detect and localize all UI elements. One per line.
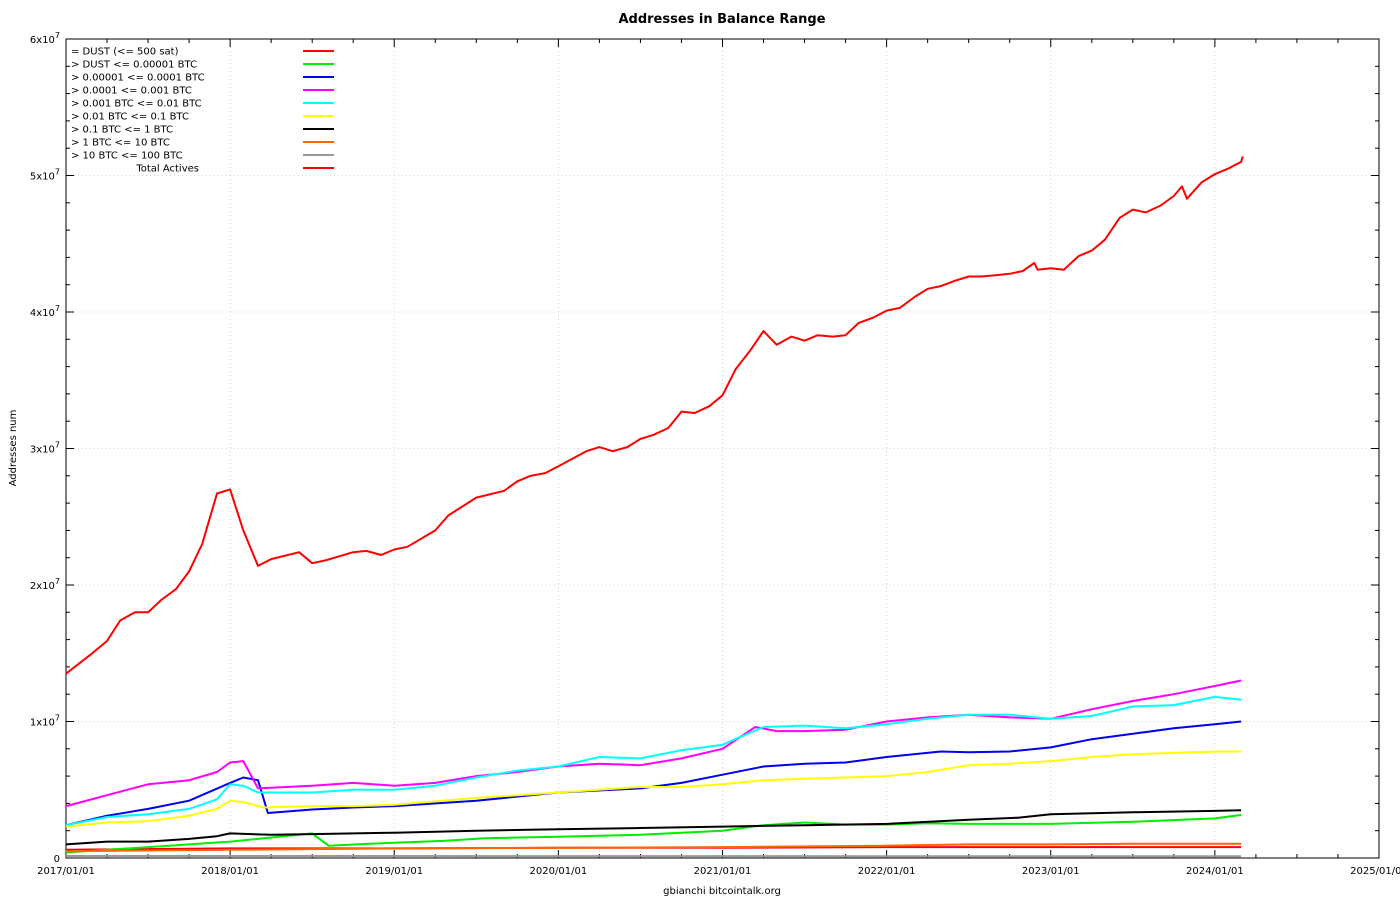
grid-lines: [66, 39, 1379, 858]
series-line-total-actives: [65, 156, 1244, 675]
x-axis-label: gbianchi bitcointalk.org: [663, 886, 781, 897]
chart-title: Addresses in Balance Range: [618, 12, 825, 27]
x-tick-label: 2021/01/01: [694, 866, 752, 877]
y-tick-label: 0: [54, 854, 60, 865]
y-tick-label: 5x107: [30, 168, 60, 183]
axis-ticks: 2017/01/01 2018/01/01 2019/01/01 2020/01/01…: [30, 31, 1400, 877]
series-line-0-00001-0-0001-btc: [65, 720, 1242, 827]
legend-entry-label: > 0.001 BTC <= 0.01 BTC: [71, 99, 202, 110]
x-tick-label: 2022/01/01: [858, 866, 916, 877]
series-line-0-1-btc-1-btc: [65, 809, 1242, 846]
x-tick-label: 2023/01/01: [1022, 866, 1080, 877]
x-tick-label: 2024/01/01: [1186, 866, 1244, 877]
x-tick-label: 2019/01/01: [365, 866, 423, 877]
legend-entry-label: Total Actives: [135, 164, 199, 175]
legend-entry-label: > DUST <= 0.00001 BTC: [71, 60, 197, 71]
series-line-0-001-btc-0-01-btc: [65, 695, 1242, 827]
series-line-1-btc-10-btc: [65, 842, 1242, 853]
x-tick-label: 2020/01/01: [530, 866, 588, 877]
series-lines: [65, 156, 1244, 858]
y-tick-label: 1x107: [30, 714, 60, 729]
legend: = DUST (<= 500 sat) > DUST <= 0.00001 BTC…: [71, 47, 334, 175]
y-tick-label: 4x107: [30, 304, 60, 319]
legend-entry-label: > 0.0001 <= 0.001 BTC: [71, 86, 192, 97]
legend-entry-label: > 0.1 BTC <= 1 BTC: [71, 125, 173, 136]
x-tick-label: 2017/01/01: [37, 866, 95, 877]
series-line-dust-0-00001-btc: [65, 814, 1242, 854]
legend-entry-label: = DUST (<= 500 sat): [71, 47, 179, 58]
y-axis-label: Addresses num: [8, 410, 19, 487]
legend-entry-label: > 1 BTC <= 10 BTC: [71, 138, 170, 149]
y-tick-label: 3x107: [30, 441, 60, 456]
x-tick-label: 2025/01/01: [1350, 866, 1400, 877]
series-line-0-01-btc-0-1-btc: [65, 750, 1242, 828]
y-tick-label: 6x107: [30, 31, 60, 46]
legend-entry-label: > 10 BTC <= 100 BTC: [71, 151, 183, 162]
legend-entry-label: > 0.01 BTC <= 0.1 BTC: [71, 112, 189, 123]
y-tick-label: 2x107: [30, 577, 60, 592]
legend-entry-label: > 0.00001 <= 0.0001 BTC: [71, 73, 205, 84]
x-tick-label: 2018/01/01: [201, 866, 259, 877]
